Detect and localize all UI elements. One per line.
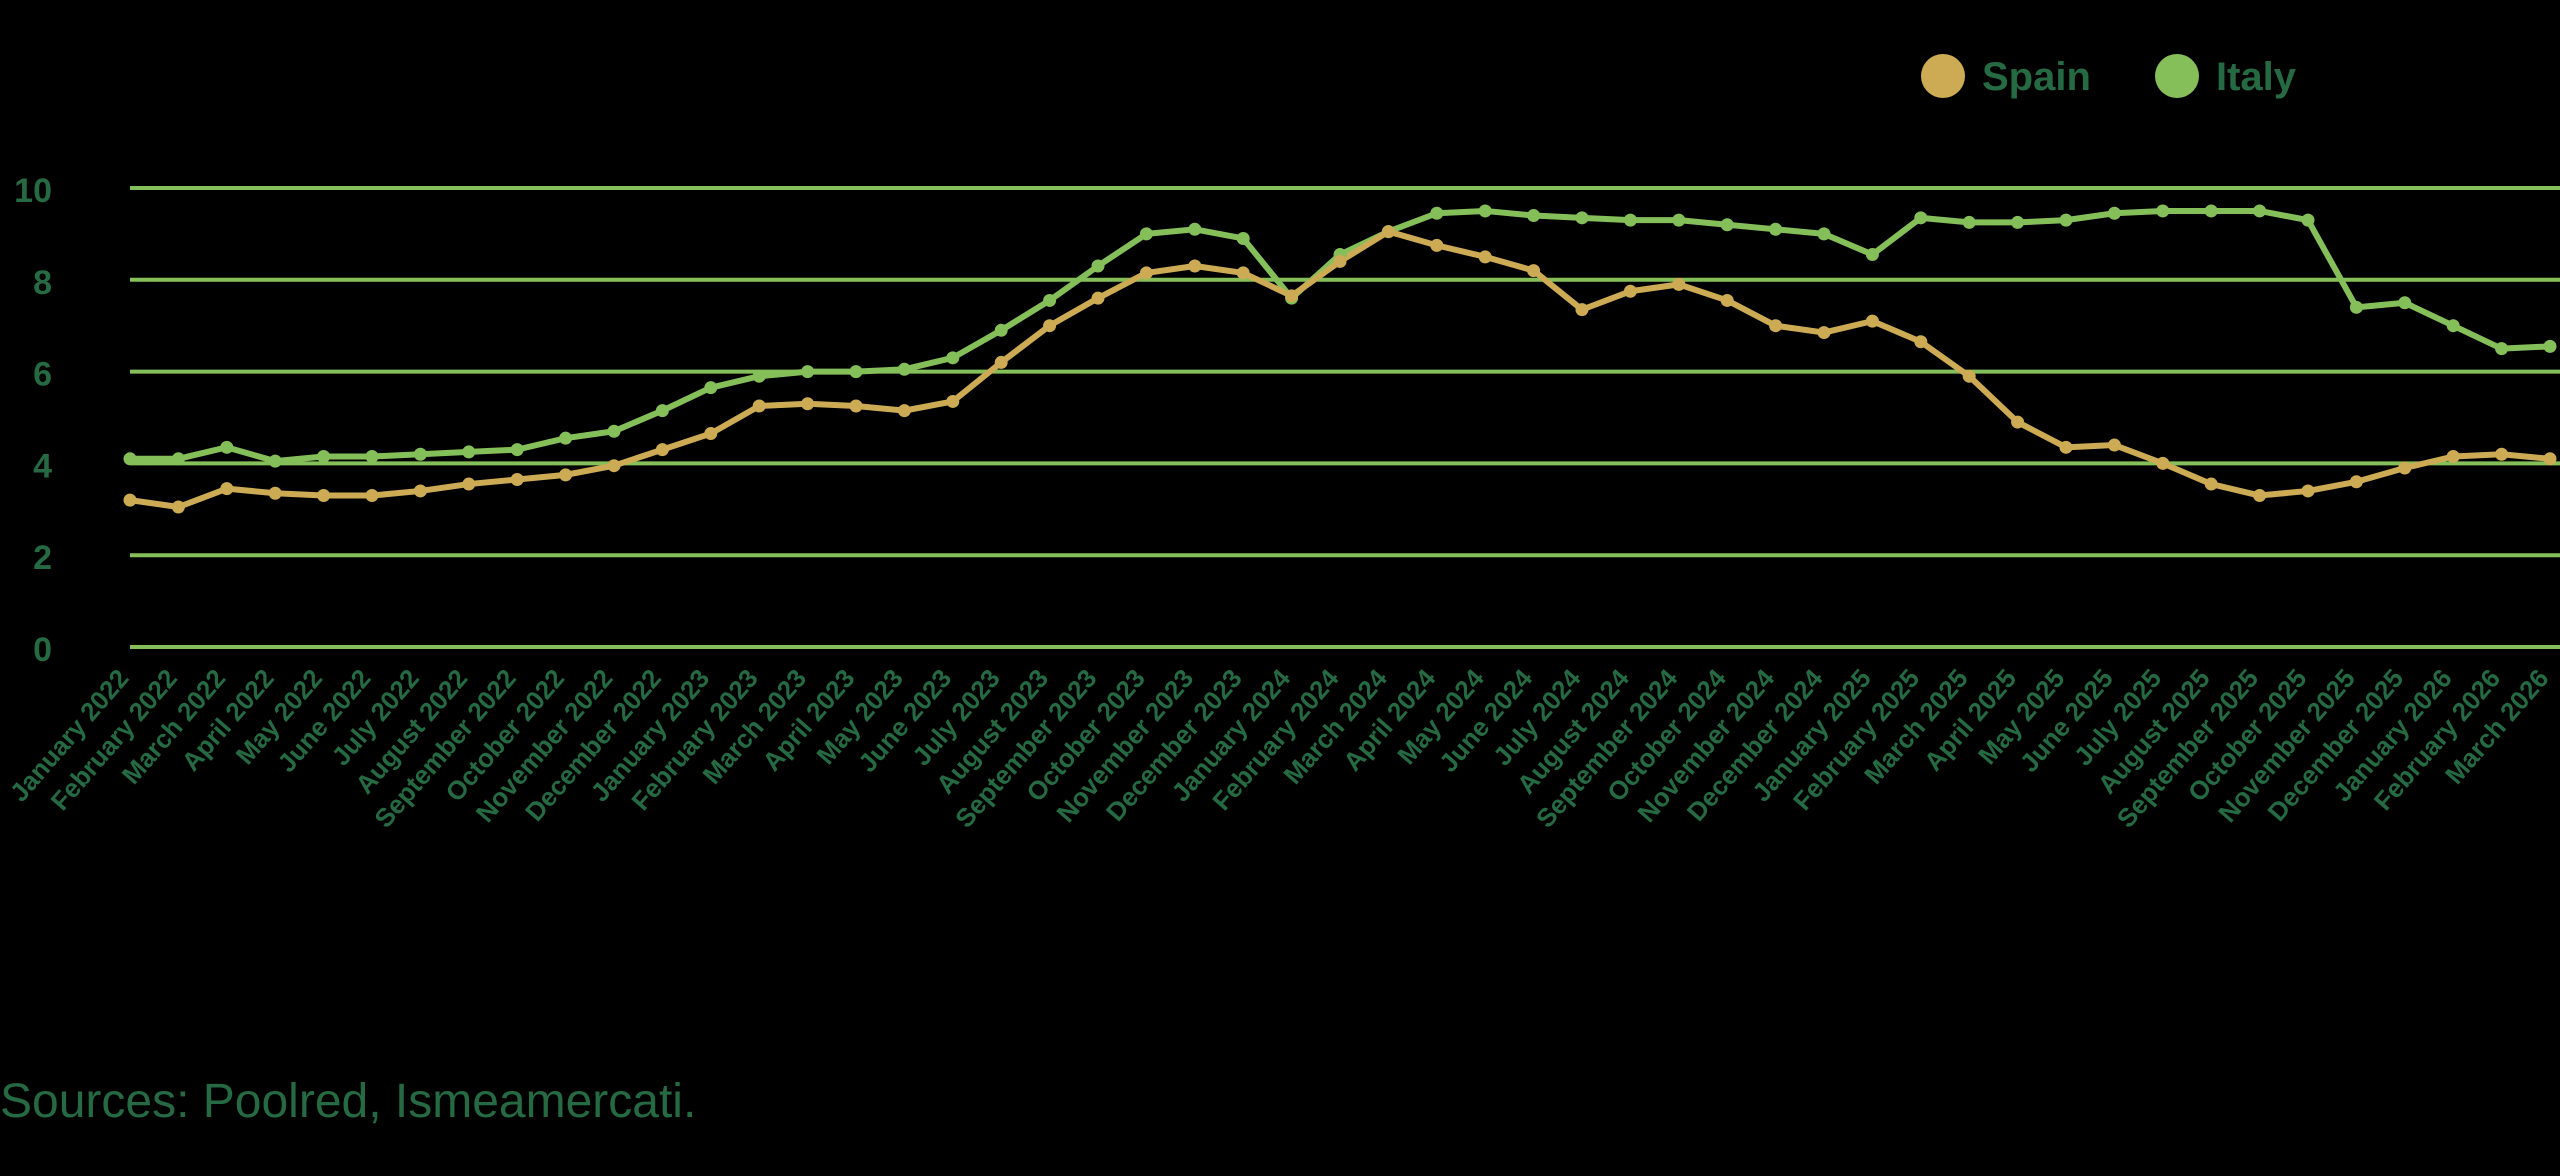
svg-text:4: 4 [33, 447, 52, 485]
svg-text:Italy: Italy [2216, 55, 2297, 99]
svg-text:Spain: Spain [1982, 55, 2091, 99]
svg-text:8: 8 [33, 264, 52, 302]
svg-text:Sources: Poolred, Ismeamercati: Sources: Poolred, Ismeamercati. [0, 1075, 696, 1128]
svg-text:0: 0 [33, 631, 52, 669]
svg-text:2: 2 [33, 539, 52, 577]
svg-text:10: 10 [14, 172, 52, 210]
svg-text:6: 6 [33, 356, 52, 394]
